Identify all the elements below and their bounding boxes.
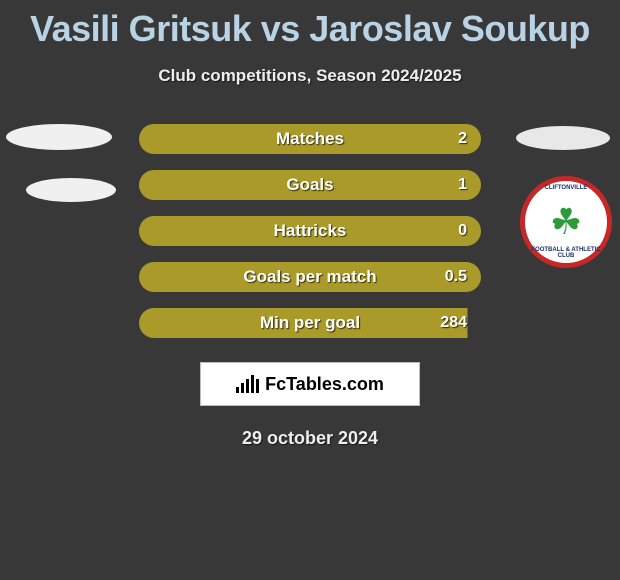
stat-label: Goals bbox=[286, 175, 333, 195]
stat-row: Goals per match 0.5 bbox=[0, 262, 620, 292]
stat-label: Min per goal bbox=[260, 313, 360, 333]
stat-value: 1 bbox=[458, 176, 467, 194]
stat-row: Hattricks 0 bbox=[0, 216, 620, 246]
stat-row: Matches 2 bbox=[0, 124, 620, 154]
stat-bar: Min per goal 284 bbox=[139, 308, 481, 338]
stat-bar: Hattricks 0 bbox=[139, 216, 481, 246]
comparison-title: Vasili Gritsuk vs Jaroslav Soukup bbox=[0, 0, 620, 50]
stat-label: Hattricks bbox=[274, 221, 347, 241]
stat-row: Min per goal 284 bbox=[0, 308, 620, 338]
comparison-subtitle: Club competitions, Season 2024/2025 bbox=[0, 66, 620, 86]
club-badge-text-bottom: FOOTBALL & ATHLETIC CLUB bbox=[525, 247, 607, 259]
fctables-text: FcTables.com bbox=[265, 374, 384, 395]
stat-value: 2 bbox=[458, 130, 467, 148]
fctables-bar-icon bbox=[236, 375, 259, 393]
stat-row: Goals 1 bbox=[0, 170, 620, 200]
stats-container: Matches 2 Goals 1 Hattricks 0 Goals per match 0… bbox=[0, 124, 620, 338]
stat-label: Matches bbox=[276, 129, 344, 149]
stat-bar: Goals per match 0.5 bbox=[139, 262, 481, 292]
stat-value: 0.5 bbox=[445, 268, 467, 286]
fctables-watermark: FcTables.com bbox=[200, 362, 420, 406]
stat-bar: Goals 1 bbox=[139, 170, 481, 200]
stat-label: Goals per match bbox=[243, 267, 376, 287]
stat-value: 0 bbox=[458, 222, 467, 240]
stat-bar: Matches 2 bbox=[139, 124, 481, 154]
infographic-date: 29 october 2024 bbox=[0, 428, 620, 449]
stat-value: 284 bbox=[440, 314, 467, 332]
